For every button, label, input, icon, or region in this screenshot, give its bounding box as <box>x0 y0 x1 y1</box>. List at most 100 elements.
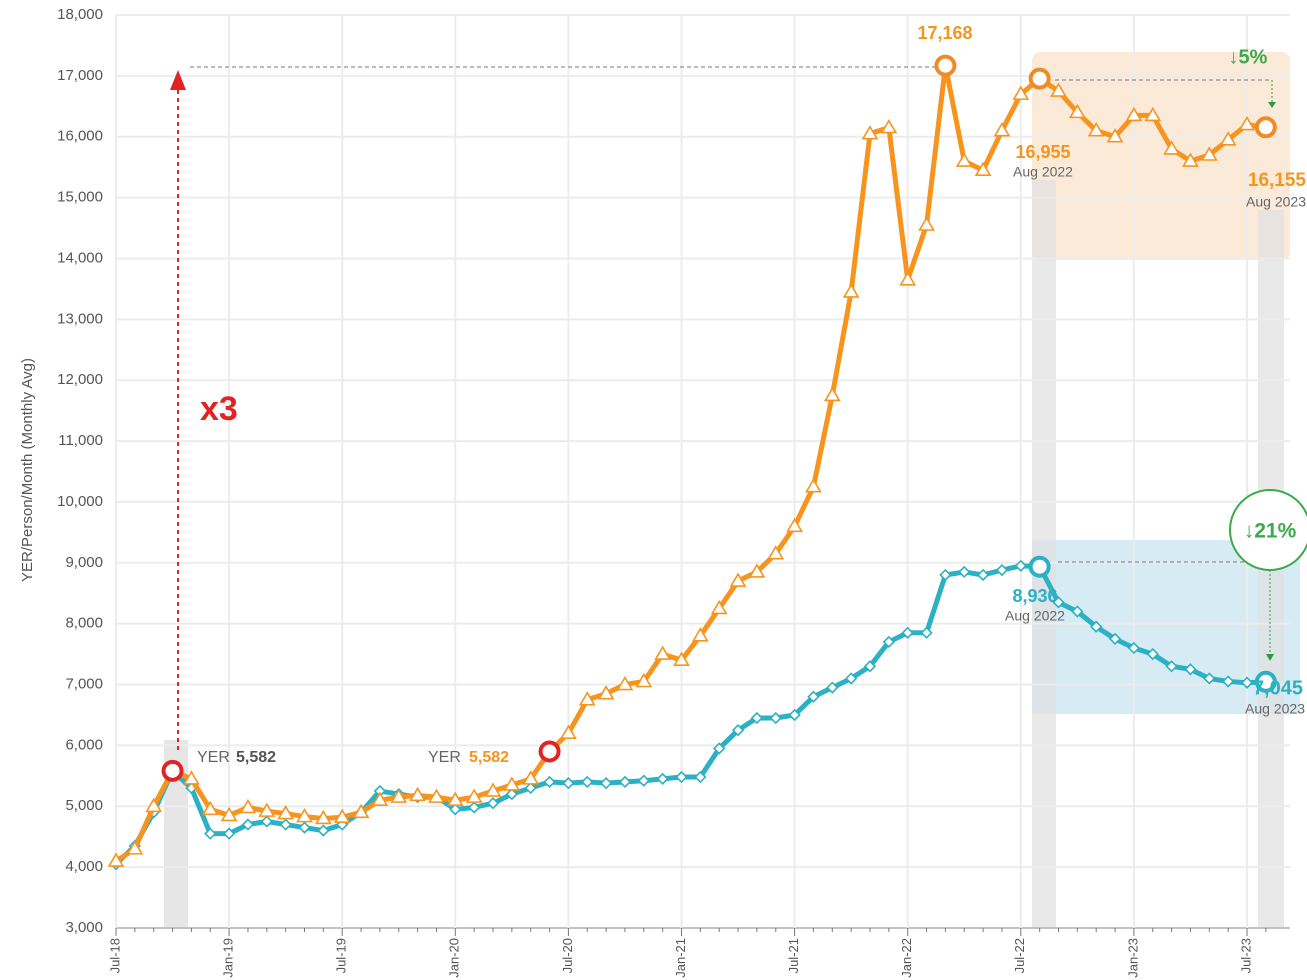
y-tick-label: 10,000 <box>57 493 103 510</box>
point <box>863 660 877 673</box>
annotation: x3 <box>200 390 238 428</box>
annotation: 5,582 <box>236 749 276 766</box>
y-tick-label: 13,000 <box>57 310 103 327</box>
point <box>713 742 726 755</box>
point <box>1238 115 1256 131</box>
x-tick-label: Jul-23 <box>1238 938 1253 973</box>
point <box>409 786 426 802</box>
point <box>183 770 200 785</box>
annotation: Aug 2023 <box>1245 701 1305 717</box>
point <box>1071 605 1084 618</box>
point <box>691 627 709 642</box>
point <box>222 827 236 840</box>
point <box>468 801 481 814</box>
point <box>1108 632 1122 646</box>
point <box>428 788 445 803</box>
x-tick-label: Jan-23 <box>1125 938 1140 978</box>
x-tick-label: Jan-22 <box>899 938 914 978</box>
point <box>260 815 273 828</box>
x-tick-label: Jul-22 <box>1012 938 1027 973</box>
point <box>298 821 311 834</box>
x-tick-label: Jul-20 <box>560 938 575 973</box>
point <box>1090 620 1103 633</box>
annotation: Aug 2022 <box>1013 164 1073 180</box>
y-tick-label: 12,000 <box>57 371 103 388</box>
y-tick-label: 17,000 <box>57 67 103 84</box>
point <box>750 711 764 725</box>
point <box>769 711 782 725</box>
point <box>1068 103 1086 119</box>
point <box>826 681 839 694</box>
point <box>637 774 650 787</box>
annotation: ↓5% <box>1229 46 1268 68</box>
y-tick-label: 15,000 <box>57 189 103 206</box>
point <box>486 797 500 810</box>
point <box>449 803 462 816</box>
point <box>694 770 707 784</box>
annotation: Aug 2022 <box>1005 608 1065 624</box>
point <box>805 478 822 493</box>
point <box>503 776 521 791</box>
point <box>296 808 313 823</box>
point <box>675 770 688 784</box>
point <box>581 775 594 789</box>
point <box>1240 676 1254 689</box>
point <box>1200 146 1218 161</box>
point <box>842 283 860 298</box>
point <box>1050 82 1067 97</box>
highlight-point <box>161 759 184 782</box>
point <box>618 775 632 789</box>
point <box>560 724 577 740</box>
y-tick-label: 5,000 <box>65 797 103 814</box>
point <box>107 852 125 867</box>
point <box>974 161 992 177</box>
point <box>484 782 502 797</box>
point <box>524 781 537 795</box>
decorations <box>170 66 1307 750</box>
point <box>939 568 952 582</box>
callout-circle <box>1229 489 1307 571</box>
annotation: 8,936 <box>1012 586 1057 606</box>
point <box>333 808 351 824</box>
point <box>314 809 332 825</box>
point <box>635 672 653 688</box>
point <box>239 798 257 814</box>
highlight-box <box>1032 52 1290 260</box>
highlight-point <box>1028 555 1051 578</box>
point <box>1125 106 1143 122</box>
annotation: 16,155 <box>1248 170 1307 191</box>
point <box>729 572 747 587</box>
annotation: 5,582 <box>469 749 509 766</box>
annotation: 17,168 <box>917 23 972 43</box>
point <box>767 545 785 560</box>
point <box>882 635 895 649</box>
y-tick-label: 16,000 <box>57 128 103 145</box>
point <box>1163 140 1180 155</box>
annotation: Aug 2023 <box>1246 194 1306 210</box>
point <box>1144 106 1162 122</box>
point <box>976 568 990 582</box>
point <box>204 827 217 840</box>
point <box>1106 128 1124 143</box>
x-tick-label: Jul-19 <box>334 938 349 973</box>
point <box>861 125 879 140</box>
point <box>899 271 917 286</box>
point <box>241 818 255 831</box>
point <box>958 565 971 579</box>
x-tick-label: Jul-21 <box>786 938 801 973</box>
point <box>599 777 613 790</box>
point <box>616 675 634 691</box>
arrowhead <box>1268 102 1276 108</box>
y-axis-label: YER/Person/Month (Monthly Avg) <box>19 358 36 582</box>
point <box>955 152 973 167</box>
annotation: YER <box>197 749 230 766</box>
point <box>1165 660 1178 673</box>
highlight-point <box>934 54 957 77</box>
point <box>918 216 935 231</box>
highlight-point <box>1254 116 1277 139</box>
point <box>597 685 615 700</box>
point <box>1184 663 1197 676</box>
y-tick-label: 9,000 <box>65 554 103 571</box>
y-tick-label: 18,000 <box>57 6 103 23</box>
